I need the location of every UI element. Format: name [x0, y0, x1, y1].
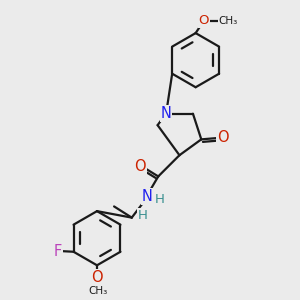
Text: O: O	[91, 270, 103, 285]
Text: N: N	[160, 106, 171, 121]
Text: O: O	[217, 130, 228, 146]
Text: CH₃: CH₃	[88, 286, 108, 296]
Text: O: O	[199, 14, 209, 27]
Text: O: O	[134, 160, 146, 175]
Text: F: F	[54, 244, 62, 259]
Text: N: N	[142, 189, 152, 204]
Text: H: H	[154, 194, 164, 206]
Text: CH₃: CH₃	[219, 16, 238, 26]
Text: H: H	[138, 209, 148, 222]
